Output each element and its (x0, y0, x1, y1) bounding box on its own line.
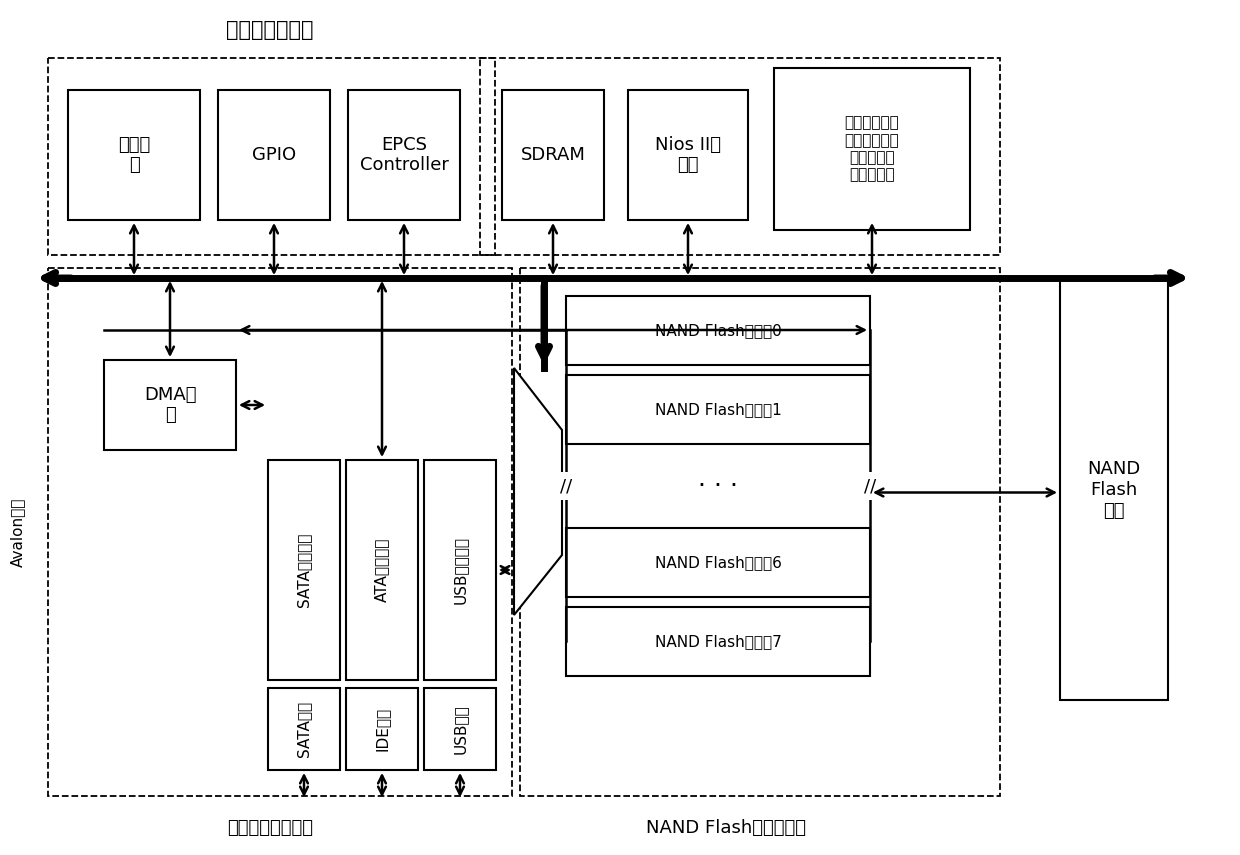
Text: Avalon总线: Avalon总线 (10, 498, 26, 567)
Bar (218, 90, 330, 220)
Text: IDE接口: IDE接口 (374, 707, 389, 751)
Bar (104, 360, 236, 450)
Bar (520, 268, 999, 796)
Bar (348, 90, 460, 220)
Bar (627, 90, 748, 220)
Text: DMA模
块: DMA模 块 (144, 386, 196, 424)
Bar (565, 296, 870, 365)
Text: NAND Flash控制器1: NAND Flash控制器1 (655, 402, 781, 417)
Polygon shape (515, 368, 562, 615)
Bar (346, 460, 418, 680)
Text: NAND
Flash
阵列: NAND Flash 阵列 (1087, 460, 1141, 520)
Text: EPCS
Controller: EPCS Controller (360, 136, 449, 174)
Text: NAND Flash控制器模块: NAND Flash控制器模块 (646, 819, 806, 837)
Bar (1060, 280, 1168, 700)
Bar (268, 688, 340, 770)
Text: NAND Flash控制器6: NAND Flash控制器6 (655, 555, 781, 570)
Bar (565, 528, 870, 597)
Bar (48, 268, 512, 796)
Text: USB协议处理: USB协议处理 (453, 536, 467, 604)
Text: ATA协议处理: ATA协议处理 (374, 538, 389, 602)
Bar (565, 375, 870, 444)
Bar (424, 460, 496, 680)
Bar (502, 90, 604, 220)
Text: NAND Flash控制器7: NAND Flash控制器7 (655, 634, 781, 649)
Text: USB接口: USB接口 (453, 705, 467, 754)
Text: SDRAM: SDRAM (521, 146, 585, 164)
Text: NAND Flash控制器0: NAND Flash控制器0 (655, 323, 781, 338)
Text: SATA接口: SATA接口 (296, 701, 311, 757)
Bar (774, 68, 970, 230)
Bar (68, 90, 200, 220)
Text: 调试与配置模块: 调试与配置模块 (226, 20, 314, 40)
Text: SATA协议处理: SATA协议处理 (296, 533, 311, 607)
Bar (268, 460, 340, 680)
Text: · · ·: · · · (698, 474, 738, 498)
Bar (346, 688, 418, 770)
Text: Nios II处
理器: Nios II处 理器 (655, 136, 720, 174)
Text: //: // (864, 477, 877, 495)
Bar (848, 472, 892, 500)
Text: 固件程序（地
址映射、块管
理、损耗均
衡）存储器: 固件程序（地 址映射、块管 理、损耗均 衡）存储器 (844, 115, 899, 183)
Text: 总线协议处理模块: 总线协议处理模块 (227, 819, 312, 837)
Text: 调试模
块: 调试模 块 (118, 136, 150, 174)
Text: //: // (560, 477, 572, 495)
Text: GPIO: GPIO (252, 146, 296, 164)
Bar (480, 58, 999, 255)
Bar (424, 688, 496, 770)
Bar (544, 472, 588, 500)
Bar (565, 607, 870, 676)
Bar (48, 58, 495, 255)
